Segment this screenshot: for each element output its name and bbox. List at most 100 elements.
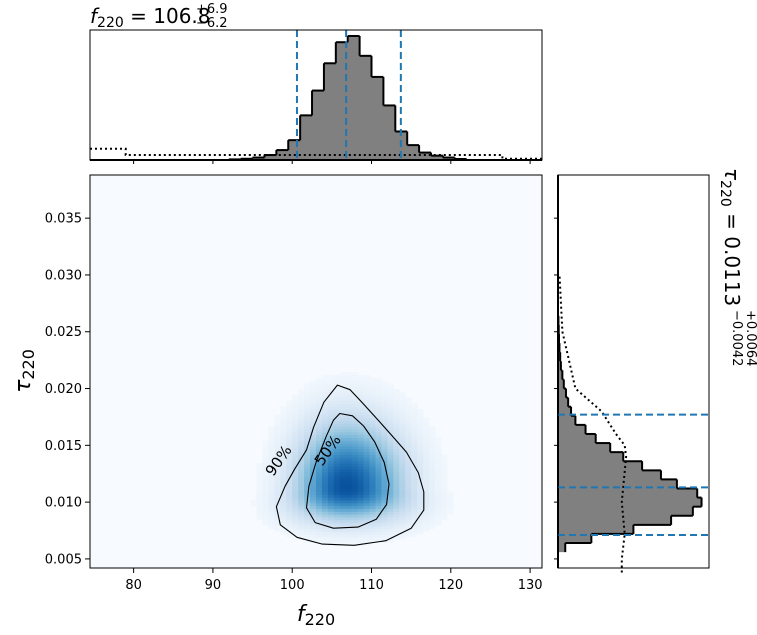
heatmap-cell [357,488,365,492]
heatmap-cell [351,417,359,421]
heatmap-cell [405,497,412,501]
heatmap-cell [333,440,341,444]
heatmap-cell [304,406,311,410]
heatmap-cell [327,491,335,495]
heatmap-cell [363,479,371,484]
heatmap-cell [298,434,305,438]
heatmap-cell [274,494,281,498]
heatmap-cell [393,514,400,518]
heatmap-cell [351,485,359,490]
heatmap-cell [423,457,430,461]
heatmap-cell [256,471,264,475]
heatmap-cell [417,420,424,424]
heatmap-cell [310,482,317,487]
heatmap-cell [316,477,323,481]
heatmap-cell [280,468,287,473]
heatmap-cell [393,411,400,416]
heatmap-cell [333,411,341,416]
heatmap-cell [381,525,388,529]
heatmap-cell [292,508,299,512]
heatmap-cell [262,460,270,464]
heatmap-cell [399,482,406,487]
heatmap-cell [369,457,377,461]
heatmap-cell [369,531,377,535]
heatmap-cell [333,536,341,541]
heatmap-cell [304,451,311,456]
y-axis-label: τ220 [11,349,38,393]
heatmap-cell [405,420,412,424]
heatmap-cell [351,468,359,473]
heatmap-cell [393,531,400,535]
heatmap-cell [339,383,347,387]
heatmap-cell [399,479,406,484]
heatmap-cell [357,417,365,421]
heatmap-cell [280,457,287,461]
heatmap-cell [405,465,412,470]
heatmap-cell [333,426,341,430]
heatmap-cell [357,414,365,419]
heatmap-cell [387,426,394,430]
heatmap-cell [351,423,359,427]
heatmap-cell [351,528,359,532]
heatmap-cell [429,499,436,504]
heatmap-cell [393,448,400,453]
heatmap-cell [434,497,442,501]
heatmap-cell [262,508,270,512]
heatmap-cell [286,471,293,475]
heatmap-cell [327,508,335,512]
heatmap-cell [262,485,270,490]
heatmap-cell [292,468,299,473]
heatmap-cell [316,431,323,436]
heatmap-cell [351,411,359,416]
heatmap-cell [399,471,406,475]
heatmap-cell [363,457,371,461]
heatmap-cell [327,383,335,387]
heatmap-cell [304,460,311,464]
heatmap-cell [298,519,305,524]
heatmap-cell [316,514,323,518]
heatmap-cell [304,468,311,473]
heatmap-cell [286,426,293,430]
heatmap-cell [339,531,347,535]
heatmap-cell [387,477,394,481]
heatmap-cell [280,531,287,535]
heatmap-cell [381,494,388,498]
heatmap-cell [423,428,430,433]
heatmap-cell [339,465,347,470]
heatmap-cell [292,457,299,461]
heatmap-cell [429,494,436,498]
heatmap-cell [423,445,430,450]
heatmap-cell [310,454,317,458]
heatmap-cell [298,406,305,410]
heatmap-cell [304,440,311,444]
heatmap-cell [351,499,359,504]
heatmap-cell [339,443,347,447]
x-tick-label: 130 [518,578,543,593]
heatmap-cell [345,457,353,461]
x-tick-label: 80 [125,578,142,593]
heatmap-cell [321,494,329,498]
heatmap-cell [321,389,329,393]
heatmap-cell [440,462,448,467]
heatmap-cell [357,445,365,450]
heatmap-cell [369,488,377,492]
heatmap-cell [268,428,275,433]
heatmap-cell [339,408,347,413]
heatmap-cell [357,423,365,427]
heatmap-cell [321,386,329,390]
heatmap-cell [405,443,412,447]
heatmap-cell [357,383,365,387]
heatmap-cell [399,533,406,538]
heatmap-cell [423,426,430,430]
heatmap-cell [316,389,323,393]
heatmap-cell [274,525,281,529]
heatmap-cell [333,397,341,402]
heatmap-cell [321,497,329,501]
heatmap-cell [417,426,424,430]
heatmap-cell [369,389,377,393]
heatmap-cell [256,511,264,515]
heatmap-cell [333,477,341,481]
heatmap-cell [423,431,430,436]
heatmap-cell [304,516,311,521]
heatmap-cell [405,428,412,433]
